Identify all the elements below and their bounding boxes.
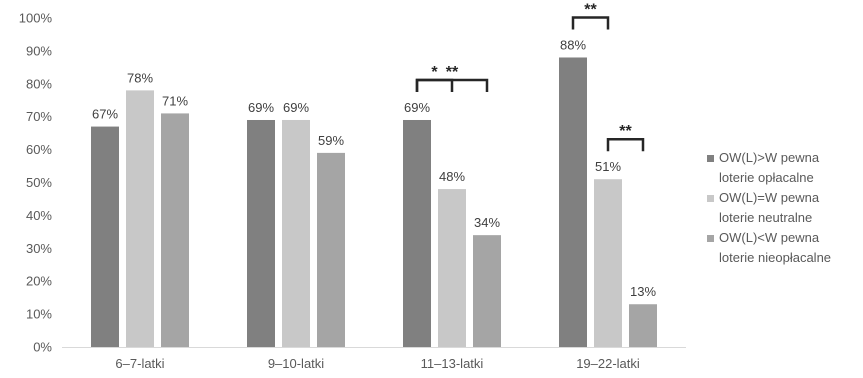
data-label: 69% [283, 100, 309, 115]
data-label: 69% [248, 100, 274, 115]
data-label: 13% [630, 284, 656, 299]
y-tick-label: 90% [26, 43, 52, 58]
data-label: 51% [595, 159, 621, 174]
category-label: 19–22-latki [576, 356, 640, 371]
data-label: 67% [92, 107, 118, 122]
bar [247, 119, 275, 348]
x-axis: 6–7-latki 9–10-latki 11–13-latki 19–22-latk… [115, 356, 639, 371]
legend-label: loterie neutralne [719, 210, 812, 225]
bar [126, 90, 154, 347]
category-label: 11–13-latki [421, 356, 484, 371]
data-label: 78% [127, 70, 153, 85]
bar [161, 113, 189, 347]
y-tick-label: 70% [26, 109, 52, 124]
legend: OW(L)>W pewna loterie opłacalne OW(L)=W pe… [707, 150, 831, 265]
bars [91, 57, 657, 348]
significance-bracket [606, 137, 645, 152]
data-label: 88% [560, 37, 586, 52]
y-tick-label: 60% [26, 142, 52, 157]
significance-bracket [571, 16, 610, 30]
data-label: 71% [162, 93, 188, 108]
category-label: 6–7-latki [115, 356, 164, 371]
y-tick-label: 80% [26, 76, 52, 91]
y-tick-label: 10% [26, 307, 52, 322]
bar [91, 126, 119, 347]
legend-label: OW(L)>W pewna [719, 150, 820, 165]
significance-label: * [431, 64, 438, 81]
y-tick-label: 30% [26, 241, 52, 256]
legend-swatch [707, 195, 714, 202]
y-tick-label: 100% [19, 11, 53, 26]
y-tick-label: 0% [33, 340, 52, 355]
legend-swatch [707, 155, 714, 162]
data-label: 59% [318, 133, 344, 148]
bar [594, 179, 622, 347]
data-label: 69% [404, 100, 430, 115]
y-tick-label: 50% [26, 175, 52, 190]
data-label: 34% [474, 215, 500, 230]
legend-label: loterie nieopłacalne [719, 250, 831, 265]
bar [317, 152, 345, 347]
category-label: 9–10-latki [268, 356, 324, 371]
significance-label: ** [584, 1, 597, 18]
y-tick-label: 40% [26, 208, 52, 223]
significance-bracket [415, 78, 454, 92]
bar [473, 235, 501, 347]
significance-brackets: ******* [415, 1, 645, 152]
y-tick-label: 20% [26, 274, 52, 289]
significance-label: ** [619, 123, 632, 140]
legend-label: OW(L)=W pewna [719, 190, 820, 205]
y-axis: 0% 10% 20% 30% 40% 50% 60% 70% 80% 90% 100% [19, 11, 686, 355]
bar [403, 119, 431, 348]
legend-swatch [707, 235, 714, 242]
significance-label: ** [446, 64, 459, 81]
bar [438, 189, 466, 347]
legend-label: loterie opłacalne [719, 170, 814, 185]
bar [629, 304, 657, 347]
bar [559, 57, 587, 347]
bar [282, 119, 310, 348]
legend-label: OW(L)<W pewna [719, 230, 820, 245]
data-label: 48% [439, 169, 465, 184]
data-labels: 67% 69% 69% 88% 78% 69% 48% 51% 71% 59% 34% 13% [92, 37, 656, 299]
